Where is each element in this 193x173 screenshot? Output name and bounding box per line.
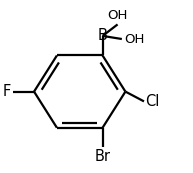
Text: OH: OH [107,9,128,22]
Text: B: B [98,28,108,43]
Text: F: F [3,84,11,99]
Text: OH: OH [124,33,145,45]
Text: Cl: Cl [146,94,160,109]
Text: Br: Br [95,149,111,164]
